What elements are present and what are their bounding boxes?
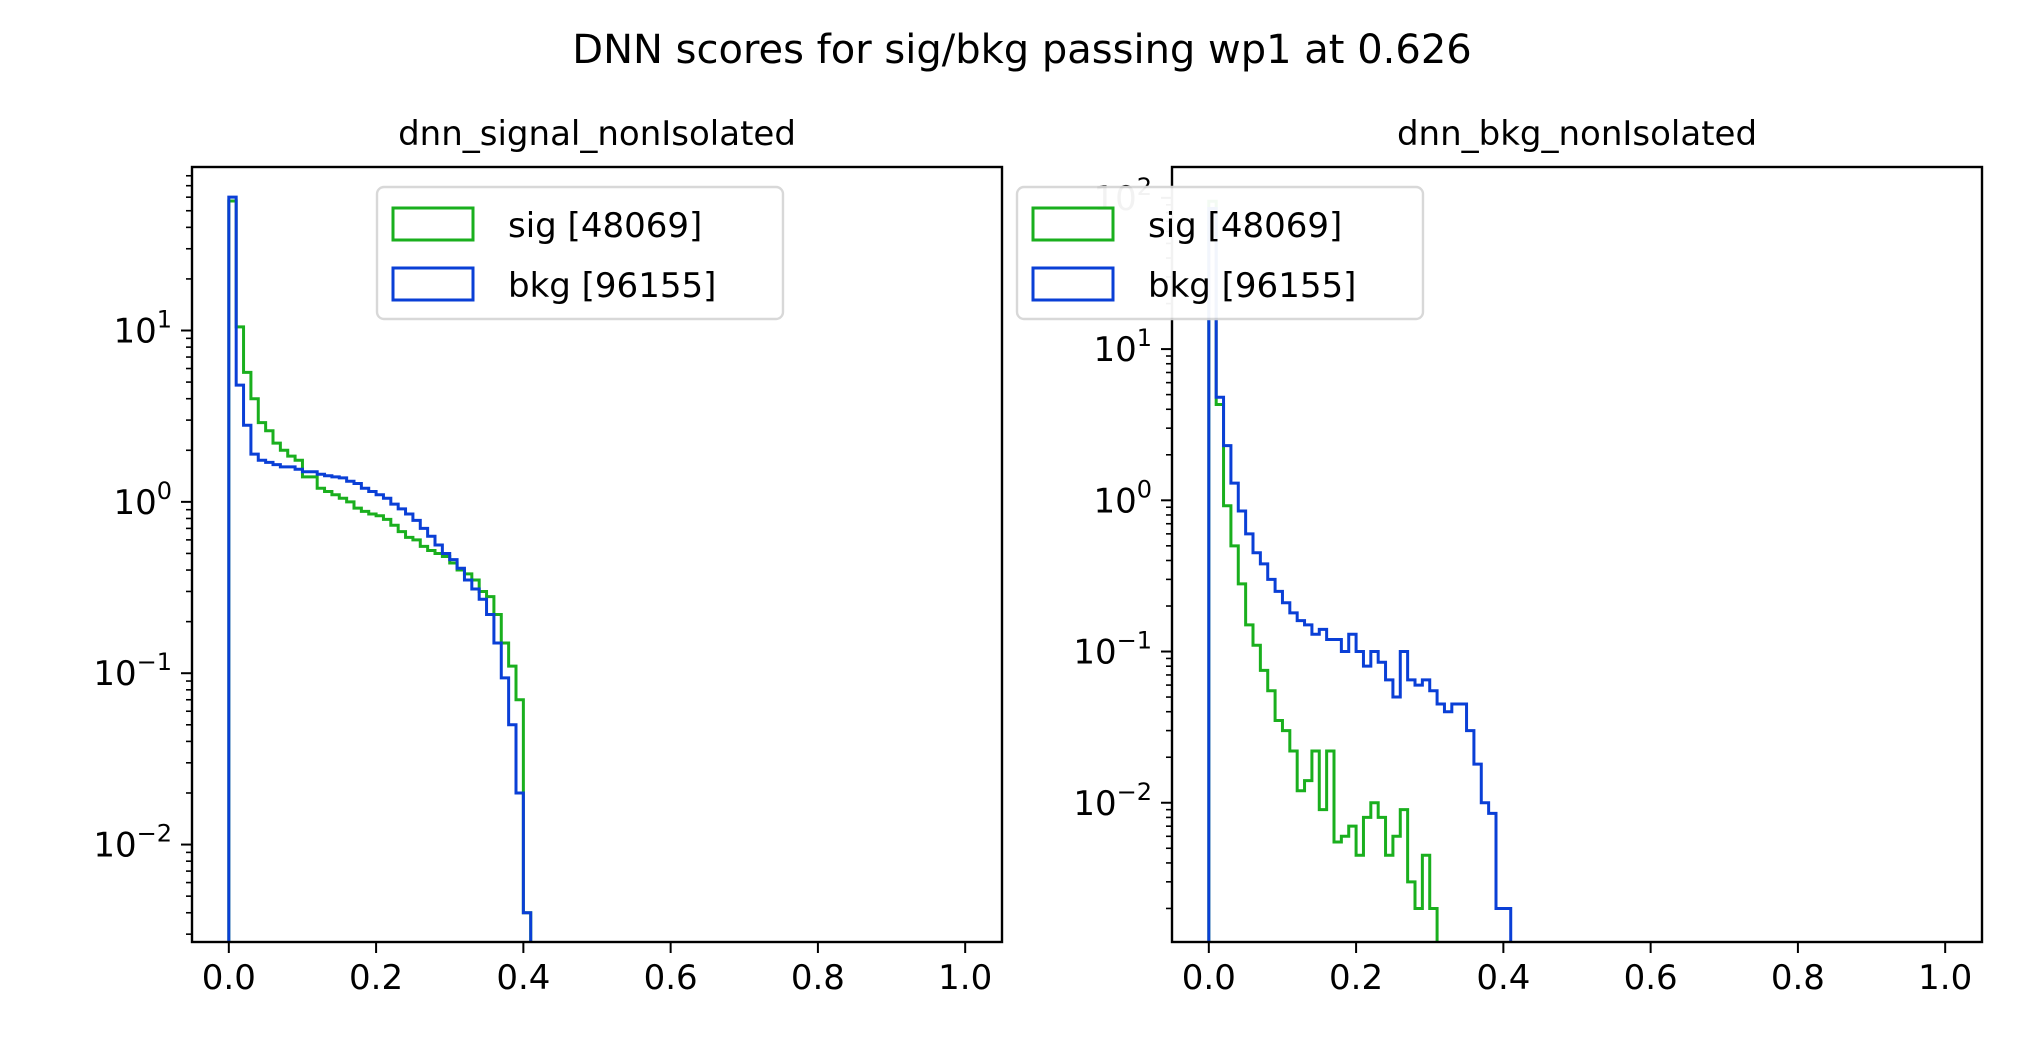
x-tick-label: 0.8 <box>791 958 845 998</box>
legend-swatch-sig <box>391 206 475 242</box>
legend-label: bkg [96155] <box>508 266 716 306</box>
y-tick-label: 101 <box>1093 324 1152 370</box>
legend-box <box>1015 185 1425 321</box>
x-tick-label: 0.0 <box>202 958 256 998</box>
legend-label: sig [48069] <box>1148 206 1342 246</box>
histogram-series-sig <box>227 199 533 942</box>
legend-label: sig [48069] <box>508 206 702 246</box>
y-tick-label: 10−2 <box>93 820 172 866</box>
legend: sig [48069] bkg [96155] <box>1015 185 1425 321</box>
y-tick-label: 10−1 <box>1073 627 1152 673</box>
x-tick-label: 0.2 <box>349 958 403 998</box>
legend-box <box>375 185 785 321</box>
legend-swatch-bkg <box>1031 266 1115 302</box>
legend: sig [48069] bkg [96155] <box>375 185 785 321</box>
histogram-series-bkg <box>227 195 533 942</box>
y-tick-label: 100 <box>1093 475 1152 521</box>
histogram-series-bkg <box>1207 207 1513 942</box>
panel-title: dnn_bkg_nonIsolated <box>1397 114 1757 154</box>
y-tick-label: 101 <box>113 306 172 352</box>
y-tick-label: 10−1 <box>93 648 172 694</box>
figure-title: DNN scores for sig/bkg passing wp1 at 0.… <box>572 27 1472 73</box>
y-tick-label: 10−2 <box>1073 778 1152 824</box>
x-tick-label: 1.0 <box>1918 958 1972 998</box>
panel-title: dnn_signal_nonIsolated <box>398 114 796 154</box>
x-tick-label: 0.4 <box>496 958 550 998</box>
x-tick-label: 0.4 <box>1476 958 1530 998</box>
panel-right: dnn_bkg_nonIsolated0.00.20.40.60.81.0102… <box>1015 114 1984 998</box>
x-tick-label: 0.6 <box>1624 958 1678 998</box>
axes-frame <box>190 165 1004 944</box>
panel-left: dnn_signal_nonIsolated 0.0 0.2 0.4 0.6 0.8 1.0… <box>93 114 1004 998</box>
x-tick-label: 0.6 <box>644 958 698 998</box>
legend-swatch-sig <box>1031 206 1115 242</box>
histogram-series-sig <box>1207 199 1513 942</box>
x-tick-label: 0.0 <box>1182 958 1236 998</box>
axes-frame <box>1170 165 1984 944</box>
x-tick-label: 0.8 <box>1771 958 1825 998</box>
legend-label: bkg [96155] <box>1148 266 1356 306</box>
x-tick-label: 1.0 <box>938 958 992 998</box>
x-tick-label: 0.2 <box>1329 958 1383 998</box>
legend-swatch-bkg <box>391 266 475 302</box>
y-tick-label: 100 <box>113 477 172 523</box>
